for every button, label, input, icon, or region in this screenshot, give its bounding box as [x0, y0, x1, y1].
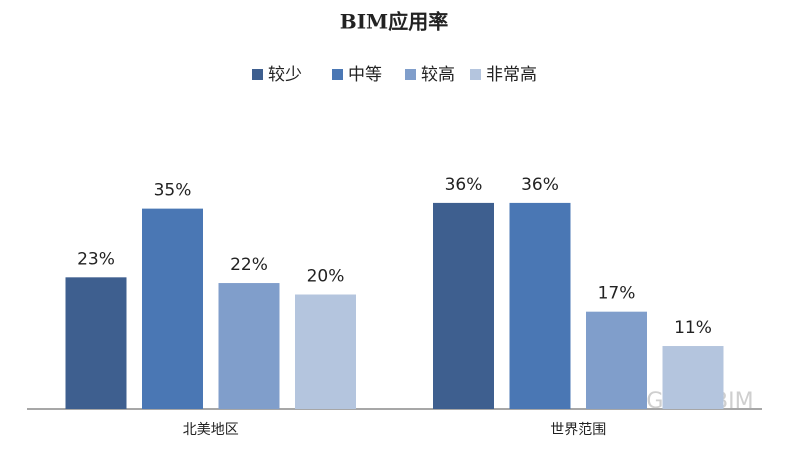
- chart-title: BIM应用率: [340, 10, 448, 34]
- data-label: 23%: [77, 249, 115, 269]
- bar: [65, 277, 127, 409]
- legend-swatch: [252, 69, 263, 80]
- data-label: 22%: [230, 255, 268, 275]
- legend-swatch: [332, 69, 343, 80]
- legend-swatch: [470, 69, 481, 80]
- data-label: 20%: [307, 267, 345, 287]
- x-tick-label: 北美地区: [183, 422, 239, 438]
- data-label: 36%: [521, 175, 559, 195]
- legend-label: 较高: [421, 65, 455, 85]
- legend-label: 较少: [268, 65, 302, 85]
- bar: [218, 283, 280, 409]
- bar: [662, 346, 724, 409]
- legend-swatch: [405, 69, 416, 80]
- legend-label: 中等: [348, 65, 382, 85]
- bar: [142, 208, 203, 409]
- bar: [586, 311, 647, 409]
- data-label: 17%: [598, 284, 636, 304]
- x-tick-label: 世界范围: [550, 421, 606, 438]
- bar: [433, 202, 494, 409]
- legend-label: 非常高: [486, 65, 537, 85]
- bar: [509, 202, 571, 409]
- data-label: 35%: [154, 181, 192, 201]
- bar: [295, 294, 356, 409]
- data-label: 11%: [674, 318, 712, 338]
- data-label: 36%: [445, 175, 483, 195]
